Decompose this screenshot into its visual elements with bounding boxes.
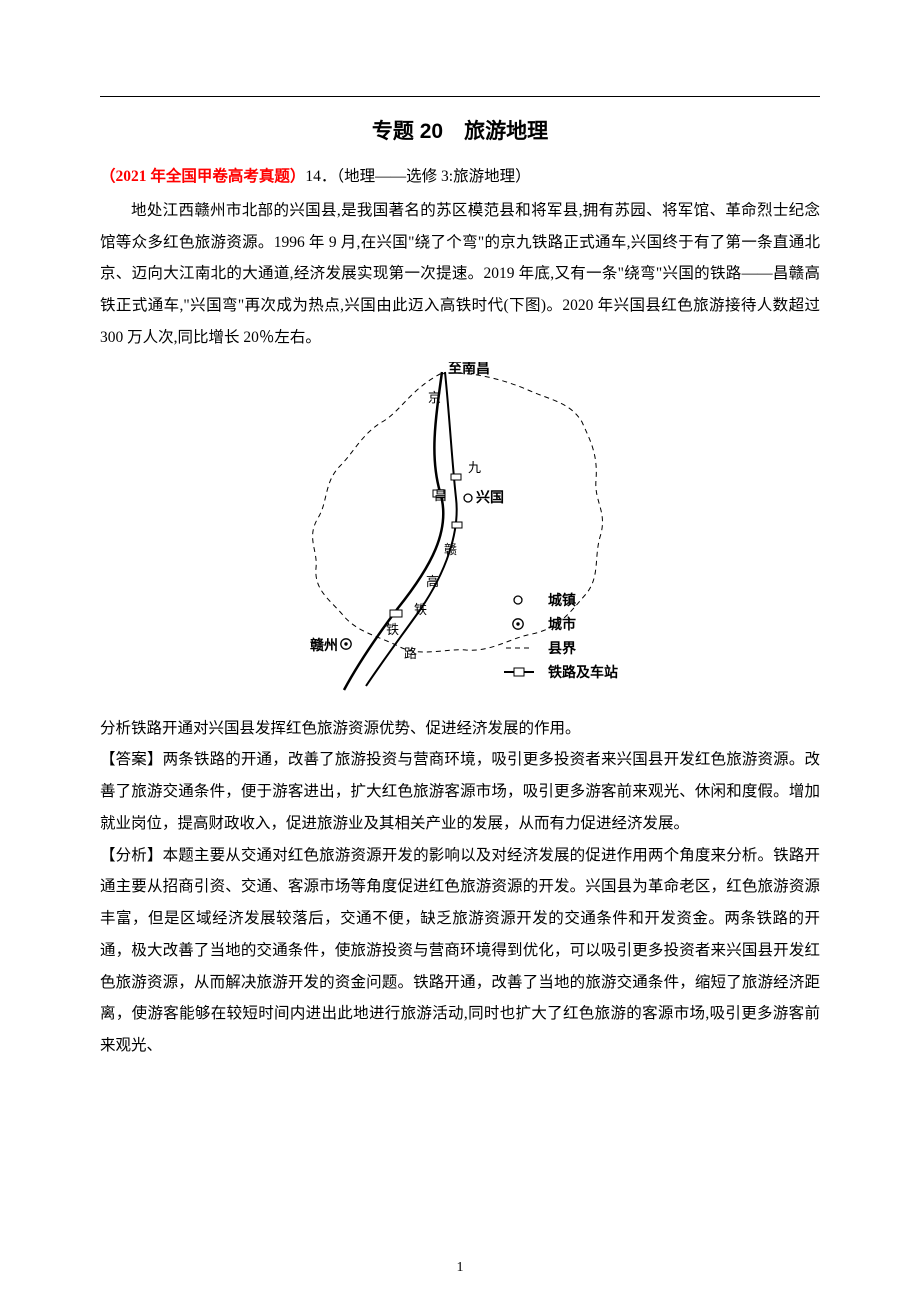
label-ganzhou: 赣州: [310, 637, 338, 653]
passage-paragraph: 地处江西赣州市北部的兴国县,是我国著名的苏区模范县和将军县,拥有苏园、将军馆、革…: [100, 195, 820, 354]
top-rule: [100, 96, 820, 97]
legend-city: 城市: [548, 616, 576, 632]
label-lu: 路: [404, 646, 417, 661]
question-source-line: （2021 年全国甲卷高考真题）14．（地理——选修 3:旅游地理）: [100, 161, 820, 193]
topic-title: 专题 20 旅游地理: [100, 115, 820, 145]
legend-rail: 铁路及车站: [548, 664, 618, 680]
map-figure: 至南昌 京 九 昌 兴国 赣 高 铁 铁 路 赣州 城镇 城市 县界: [100, 362, 820, 707]
xingguo-town-marker: [464, 494, 472, 502]
label-xingguo: 兴国: [476, 489, 504, 505]
map-svg: 至南昌 京 九 昌 兴国 赣 高 铁 铁 路 赣州 城镇 城市 县界: [270, 362, 650, 702]
answer-paragraph: 【答案】两条铁路的开通，改善了旅游投资与营商环境，吸引更多投资者来兴国县开发红色…: [100, 744, 820, 839]
ganzhou-city-marker: [341, 638, 351, 648]
page-number: 1: [0, 1260, 920, 1276]
answer-text: 两条铁路的开通，改善了旅游投资与营商环境，吸引更多投资者来兴国县开发红色旅游资源…: [100, 751, 820, 832]
question-subtitle: （地理——选修 3:旅游地理）: [336, 168, 530, 185]
exam-source: （2021 年全国甲卷高考真题）: [100, 168, 305, 185]
jingjiu-rail: [366, 372, 462, 686]
legend-border: 县界: [548, 640, 577, 656]
question-number: 14．: [305, 168, 336, 185]
analysis-label: 【分析】: [100, 847, 163, 864]
label-chang: 昌: [434, 488, 447, 503]
label-jiu: 九: [468, 460, 481, 475]
label-tie2: 铁: [386, 622, 399, 637]
legend-town: 城镇: [548, 592, 576, 608]
label-tie1: 铁: [414, 602, 427, 617]
map-legend: 城镇 城市 县界 铁路及车站: [504, 592, 618, 680]
document-page: 专题 20 旅游地理 （2021 年全国甲卷高考真题）14．（地理——选修 3:…: [0, 0, 920, 1302]
question-text: 分析铁路开通对兴国县发挥红色旅游资源优势、促进经济发展的作用。: [100, 713, 820, 745]
label-gao: 高: [426, 574, 439, 589]
label-to-nanchang: 至南昌: [448, 362, 490, 376]
analysis-text: 本题主要从交通对红色旅游资源开发的影响以及对经济发展的促进作用两个角度来分析。铁…: [100, 847, 820, 1055]
analysis-paragraph: 【分析】本题主要从交通对红色旅游资源开发的影响以及对经济发展的促进作用两个角度来…: [100, 840, 820, 1062]
answer-label: 【答案】: [100, 751, 163, 768]
label-jing: 京: [428, 390, 441, 405]
changgan-rail: [344, 372, 445, 690]
label-gan: 赣: [444, 542, 457, 557]
